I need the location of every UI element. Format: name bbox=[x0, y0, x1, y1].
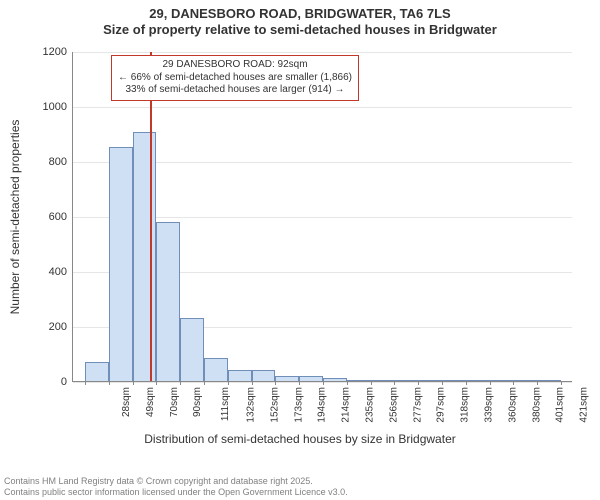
annotation-line1: 29 DANESBORO ROAD: 92sqm bbox=[118, 59, 352, 72]
histogram-bar bbox=[513, 380, 537, 381]
chart-title: 29, DANESBORO ROAD, BRIDGWATER, TA6 7LS … bbox=[0, 0, 600, 39]
y-tick-label: 800 bbox=[49, 156, 73, 168]
x-tick bbox=[180, 381, 181, 385]
x-tick bbox=[347, 381, 348, 385]
footer-line1: Contains HM Land Registry data © Crown c… bbox=[4, 476, 348, 487]
x-tick bbox=[109, 381, 110, 385]
y-tick-label: 1200 bbox=[43, 46, 73, 58]
x-tick bbox=[442, 381, 443, 385]
x-tick-label: 173sqm bbox=[293, 387, 304, 423]
x-tick bbox=[561, 381, 562, 385]
histogram-bar bbox=[323, 378, 347, 381]
x-tick bbox=[156, 381, 157, 385]
y-tick-label: 600 bbox=[49, 211, 73, 223]
annotation-line2: ← 66% of semi-detached houses are smalle… bbox=[118, 72, 352, 85]
x-tick-label: 421sqm bbox=[579, 387, 590, 423]
histogram-bar bbox=[371, 380, 395, 381]
histogram-bar bbox=[537, 380, 561, 381]
x-tick-label: 49sqm bbox=[145, 387, 156, 417]
footer-line2: Contains public sector information licen… bbox=[4, 487, 348, 498]
x-tick-label: 70sqm bbox=[169, 387, 180, 417]
gridline bbox=[73, 107, 572, 108]
x-tick-label: 214sqm bbox=[341, 387, 352, 423]
histogram-bar bbox=[418, 380, 442, 381]
histogram-bar bbox=[85, 362, 109, 381]
x-tick-label: 194sqm bbox=[317, 387, 328, 423]
x-tick bbox=[418, 381, 419, 385]
x-tick-label: 28sqm bbox=[121, 387, 132, 417]
histogram-bar bbox=[204, 358, 228, 381]
x-tick bbox=[252, 381, 253, 385]
x-tick bbox=[490, 381, 491, 385]
histogram-bar bbox=[275, 376, 299, 382]
x-tick bbox=[537, 381, 538, 385]
x-tick-label: 297sqm bbox=[436, 387, 447, 423]
x-tick bbox=[228, 381, 229, 385]
histogram-bar bbox=[109, 147, 133, 381]
histogram-bar bbox=[347, 380, 371, 381]
chart-title-line2: Size of property relative to semi-detach… bbox=[0, 22, 600, 38]
x-tick-label: 380sqm bbox=[531, 387, 542, 423]
histogram-bar bbox=[466, 380, 490, 381]
annotation-line3: 33% of semi-detached houses are larger (… bbox=[118, 84, 352, 97]
y-tick-label: 1000 bbox=[43, 101, 73, 113]
x-tick-label: 339sqm bbox=[484, 387, 495, 423]
histogram-bar bbox=[180, 318, 204, 381]
y-axis-label: Number of semi-detached properties bbox=[8, 120, 22, 315]
histogram-bar bbox=[299, 376, 323, 381]
histogram-bar bbox=[490, 380, 514, 381]
x-tick bbox=[513, 381, 514, 385]
histogram-bar bbox=[394, 380, 418, 381]
histogram-bar bbox=[442, 380, 466, 381]
chart-title-line1: 29, DANESBORO ROAD, BRIDGWATER, TA6 7LS bbox=[0, 6, 600, 22]
x-tick-label: 360sqm bbox=[507, 387, 518, 423]
attribution-footer: Contains HM Land Registry data © Crown c… bbox=[0, 474, 352, 500]
x-tick bbox=[466, 381, 467, 385]
x-tick-label: 256sqm bbox=[388, 387, 399, 423]
x-tick bbox=[85, 381, 86, 385]
gridline bbox=[73, 52, 572, 53]
x-tick bbox=[323, 381, 324, 385]
y-tick-label: 0 bbox=[61, 376, 73, 388]
x-tick-label: 111sqm bbox=[220, 387, 231, 421]
histogram-bar bbox=[228, 370, 252, 381]
histogram-bar bbox=[252, 370, 276, 381]
chart-plot-area: 02004006008001000120028sqm49sqm70sqm90sq… bbox=[72, 52, 572, 382]
x-tick-label: 318sqm bbox=[460, 387, 471, 423]
x-tick-label: 90sqm bbox=[192, 387, 203, 417]
x-tick-label: 132sqm bbox=[246, 387, 257, 423]
y-tick-label: 400 bbox=[49, 266, 73, 278]
x-tick bbox=[275, 381, 276, 385]
x-tick-label: 401sqm bbox=[555, 387, 566, 423]
x-tick bbox=[371, 381, 372, 385]
x-tick bbox=[394, 381, 395, 385]
histogram-bar bbox=[156, 222, 180, 382]
x-tick bbox=[299, 381, 300, 385]
x-tick-label: 152sqm bbox=[269, 387, 280, 423]
x-tick-label: 235sqm bbox=[365, 387, 376, 423]
x-tick-label: 277sqm bbox=[412, 387, 423, 423]
property-annotation-box: 29 DANESBORO ROAD: 92sqm ← 66% of semi-d… bbox=[111, 55, 359, 101]
x-tick bbox=[133, 381, 134, 385]
x-axis-label: Distribution of semi-detached houses by … bbox=[0, 432, 600, 446]
property-marker-line bbox=[150, 52, 152, 381]
y-tick-label: 200 bbox=[49, 321, 73, 333]
x-tick bbox=[204, 381, 205, 385]
histogram-bar bbox=[133, 132, 157, 381]
